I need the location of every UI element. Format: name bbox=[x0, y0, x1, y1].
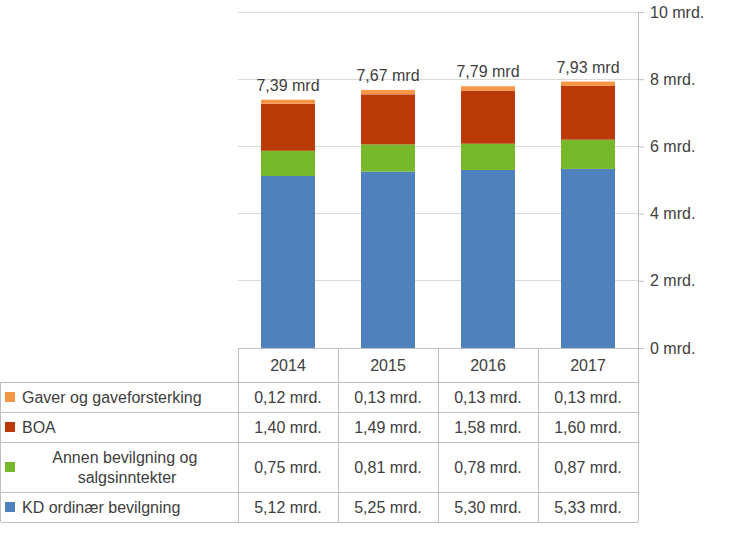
bar-segment bbox=[461, 170, 515, 348]
table-value: 5,12 mrd. bbox=[254, 499, 322, 516]
tick-label: 2 mrd. bbox=[650, 272, 695, 289]
annotations: 7,39 mrd 7,67 mrd 7,79 mrd 7,93 mrd bbox=[256, 59, 619, 94]
table-value: 0,13 mrd. bbox=[454, 389, 522, 406]
grid bbox=[238, 12, 638, 348]
table-content: 2014 2015 2016 2017 Gaver og gaveforsterking… bbox=[5, 357, 622, 516]
table-value: 5,33 mrd. bbox=[554, 499, 622, 516]
bar-segment bbox=[261, 100, 315, 104]
bar-series bbox=[261, 86, 615, 151]
tick-label: 8 mrd. bbox=[650, 71, 695, 88]
table-value: 5,25 mrd. bbox=[354, 499, 422, 516]
table-value: 5,30 mrd. bbox=[454, 499, 522, 516]
bar-segment bbox=[361, 90, 415, 94]
bar-segment bbox=[461, 86, 515, 90]
tick-label: 10 mrd. bbox=[650, 4, 704, 21]
tick-mark bbox=[638, 79, 644, 80]
legend-swatch bbox=[5, 502, 15, 512]
table-value: 0,87 mrd. bbox=[554, 459, 622, 476]
tick-mark bbox=[638, 12, 644, 13]
table-line bbox=[1, 442, 639, 443]
tick-mark bbox=[638, 214, 644, 215]
bar-segment bbox=[261, 151, 315, 176]
category-label: 2016 bbox=[470, 357, 506, 374]
tick: 8 mrd. bbox=[638, 71, 695, 88]
bar-series bbox=[261, 169, 615, 348]
table-value: 0,13 mrd. bbox=[554, 389, 622, 406]
table-value: 1,40 mrd. bbox=[254, 419, 322, 436]
tick-label: 0 mrd. bbox=[650, 340, 695, 357]
table-line bbox=[538, 348, 539, 522]
total-label: 7,39 mrd bbox=[256, 77, 319, 94]
grid-line bbox=[238, 12, 638, 13]
bar-segment bbox=[261, 176, 315, 348]
bar-segment bbox=[361, 144, 415, 171]
tick: 10 mrd. bbox=[638, 4, 704, 21]
category-label: 2015 bbox=[370, 357, 406, 374]
table-lines bbox=[1, 348, 639, 522]
bar-segment bbox=[361, 94, 415, 144]
tick: 4 mrd. bbox=[638, 205, 695, 222]
chart: 0 mrd. 2 mrd. 4 mrd. 6 mrd. 8 mrd. 10 mrd. 7,3… bbox=[0, 0, 738, 536]
bars bbox=[261, 82, 615, 348]
tick: 0 mrd. bbox=[638, 340, 695, 357]
table-value: 1,58 mrd. bbox=[454, 419, 522, 436]
table-row: BOA 1,40 mrd. 1,49 mrd. 1,58 mrd. 1,60 mrd. bbox=[5, 419, 622, 436]
table-line bbox=[338, 348, 339, 522]
table-value: 0,81 mrd. bbox=[354, 459, 422, 476]
table-line bbox=[0, 382, 1, 522]
total-label: 7,79 mrd bbox=[456, 63, 519, 80]
table-value: 0,78 mrd. bbox=[454, 459, 522, 476]
table-row: KD ordinær bevilgning 5,12 mrd. 5,25 mrd. 5… bbox=[5, 499, 622, 516]
table-value: 0,13 mrd. bbox=[354, 389, 422, 406]
table-line bbox=[238, 348, 239, 522]
legend-label: BOA bbox=[22, 419, 56, 436]
bar-segment bbox=[361, 172, 415, 348]
tick-label: 6 mrd. bbox=[650, 138, 695, 155]
table-row: Gaver og gaveforsterking 0,12 mrd. 0,13 mr… bbox=[5, 389, 622, 406]
category-label: 2014 bbox=[270, 357, 306, 374]
legend-label: Gaver og gaveforsterking bbox=[22, 389, 202, 406]
legend-label: KD ordinær bevilgning bbox=[22, 499, 180, 516]
legend-label: Annen bevilgning og salgsinntekter bbox=[52, 449, 201, 486]
table-line bbox=[438, 348, 439, 522]
tick: 2 mrd. bbox=[638, 272, 695, 289]
table-value: 1,49 mrd. bbox=[354, 419, 422, 436]
table-line bbox=[1, 382, 639, 383]
y-axis: 0 mrd. 2 mrd. 4 mrd. 6 mrd. 8 mrd. 10 mrd. bbox=[638, 4, 704, 357]
tick-mark bbox=[638, 281, 644, 282]
bar-segment bbox=[261, 104, 315, 151]
table-value: 1,60 mrd. bbox=[554, 419, 622, 436]
axis-line bbox=[638, 13, 639, 349]
tick-mark bbox=[638, 348, 644, 349]
table-value: 0,12 mrd. bbox=[254, 389, 322, 406]
bar-segment bbox=[461, 144, 515, 170]
total-label: 7,67 mrd bbox=[356, 67, 419, 84]
bar-segment bbox=[561, 140, 615, 169]
bar-segment bbox=[561, 86, 615, 140]
tick-mark bbox=[638, 146, 644, 147]
legend-swatch bbox=[5, 462, 15, 472]
data-table: 2014 2015 2016 2017 Gaver og gaveforsterking… bbox=[1, 348, 639, 522]
legend-swatch bbox=[5, 392, 15, 402]
tick-label: 4 mrd. bbox=[650, 205, 695, 222]
table-line bbox=[1, 412, 639, 413]
bar-segment bbox=[461, 91, 515, 144]
table-value: 0,75 mrd. bbox=[254, 459, 322, 476]
table-line bbox=[638, 348, 639, 522]
bar-segment bbox=[561, 82, 615, 86]
table-line bbox=[1, 492, 639, 493]
table-row: Annen bevilgning og salgsinntekter 0,75 m… bbox=[5, 449, 622, 486]
table-line bbox=[1, 522, 639, 523]
tick: 6 mrd. bbox=[638, 138, 695, 155]
total-label: 7,93 mrd bbox=[556, 59, 619, 76]
legend-swatch bbox=[5, 422, 15, 432]
bar-segment bbox=[561, 169, 615, 348]
category-label: 2017 bbox=[570, 357, 606, 374]
